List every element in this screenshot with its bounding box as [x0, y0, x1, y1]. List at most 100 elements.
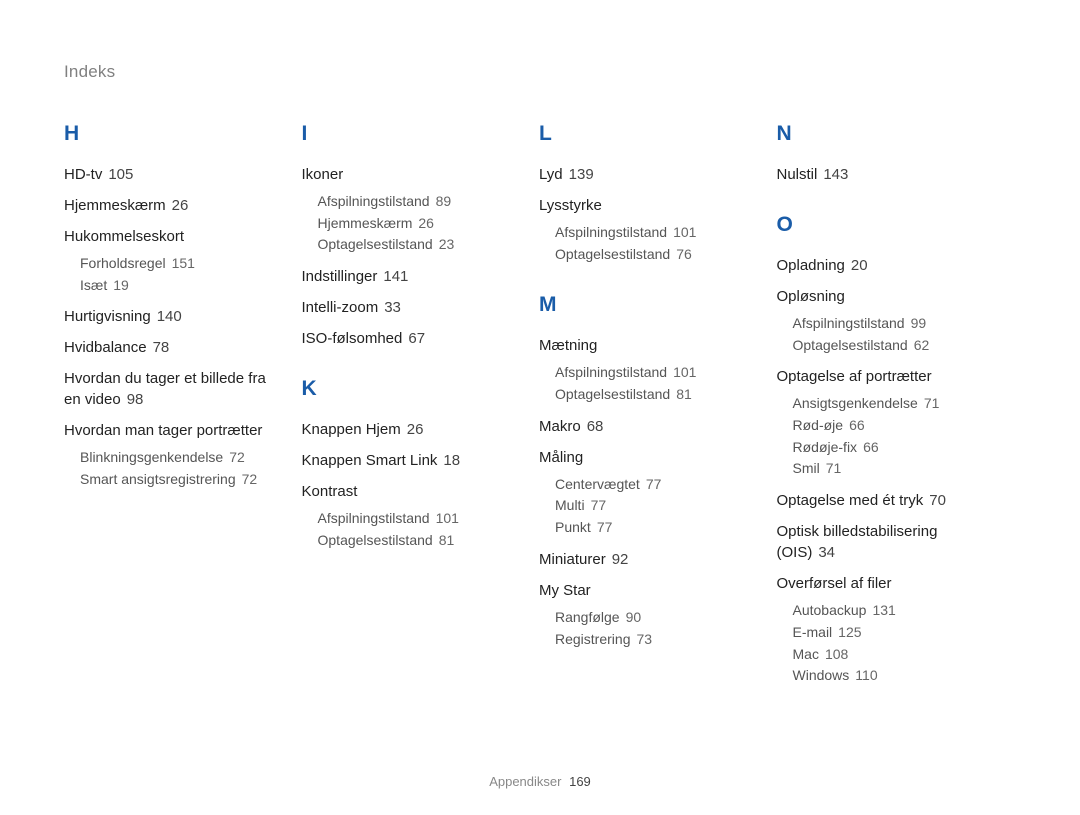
- entry-page: 140: [157, 308, 182, 325]
- index-entry: LysstyrkeAfspilningstilstand101Optagelse…: [539, 195, 759, 265]
- sub-list: Autobackup131E-mail125Mac108Windows110: [777, 600, 997, 687]
- letter-heading: K: [302, 377, 522, 401]
- sub-item: Centervægtet 77: [539, 474, 759, 496]
- index-entry: My StarRangfølge90Registrering73: [539, 580, 759, 650]
- sub-item-text: Rød-øje: [793, 417, 844, 433]
- entry-title-text: ISO-følsomhed: [302, 330, 403, 347]
- entry-title-text: Optagelse af portrætter: [777, 368, 932, 385]
- entry-title: Mætning: [539, 335, 759, 356]
- sub-item-text: Afspilningstilstand: [318, 510, 430, 526]
- sub-item: Mac108: [777, 644, 997, 666]
- sub-item: Multi 77: [539, 495, 759, 517]
- sub-list: Ansigtsgenkendelse71Rød-øje66 Rødøje-fix 6…: [777, 393, 997, 480]
- entry-title-text: My Star: [539, 582, 591, 599]
- entry-title: Hjemmeskærm26: [64, 195, 284, 216]
- sub-item-page: 81: [676, 386, 692, 402]
- sub-item-text: Optagelsestilstand: [318, 236, 433, 252]
- sub-item-page: 77: [646, 476, 662, 492]
- entry-title: Knappen Smart Link18: [302, 450, 522, 471]
- index-entry: Hjemmeskærm26: [64, 195, 284, 216]
- sub-item-text: Optagelsestilstand: [318, 532, 433, 548]
- sub-item-text: Centervægtet: [555, 476, 640, 492]
- sub-item: Punkt 77: [539, 517, 759, 539]
- letter-heading: I: [302, 122, 522, 146]
- entry-title-text: Overførsel af filer: [777, 575, 892, 592]
- entry-title-text: Indstillinger: [302, 268, 378, 285]
- sub-item-text: Smil: [793, 460, 820, 476]
- entry-page: 143: [823, 166, 848, 183]
- index-entry: IkonerAfspilningstilstand89Hjemmeskærm26…: [302, 164, 522, 256]
- sub-item: Optagelsestilstand81: [302, 530, 522, 552]
- sub-item-page: 76: [676, 246, 692, 262]
- entry-title-text: Hurtigvisning: [64, 308, 151, 325]
- entry-title-text: Lysstyrke: [539, 197, 602, 214]
- sub-item-page: 77: [591, 497, 607, 513]
- index-entry: ISO-følsomhed 67: [302, 328, 522, 349]
- sub-item-text: Optagelsestilstand: [793, 337, 908, 353]
- index-column: LLyd139LysstyrkeAfspilningstilstand101Op…: [539, 122, 777, 697]
- sub-item-text: Windows: [793, 667, 850, 683]
- sub-item-text: Hjemmeskærm: [318, 215, 413, 231]
- sub-item: Ansigtsgenkendelse71: [777, 393, 997, 415]
- index-entry: Optisk billedstabilisering (OIS)34: [777, 521, 997, 563]
- index-entry: KontrastAfspilningstilstand101Optagelses…: [302, 481, 522, 551]
- entry-title-text: Hvordan du tager et billede fra en video: [64, 370, 266, 408]
- entry-title: Måling: [539, 447, 759, 468]
- entry-title-text: Opløsning: [777, 288, 845, 305]
- entry-title: Optagelse med ét tryk70: [777, 490, 997, 511]
- entry-page: 78: [153, 339, 170, 356]
- entry-page: 105: [108, 166, 133, 183]
- entry-title-text: Hjemmeskærm: [64, 197, 166, 214]
- sub-item-text: Optagelsestilstand: [555, 246, 670, 262]
- sub-item-text: Rødøje-fix: [793, 439, 858, 455]
- sub-item-page: 89: [436, 193, 452, 209]
- sub-item-page: 72: [229, 449, 245, 465]
- entry-page: 68: [587, 418, 604, 435]
- sub-item-page: 90: [626, 609, 642, 625]
- sub-item-page: 26: [418, 215, 434, 231]
- sub-item-text: Forholdsregel: [80, 255, 166, 271]
- sub-item: Smart ansigtsregistrering72: [64, 469, 284, 491]
- sub-item-page: 131: [872, 602, 895, 618]
- entry-page: 34: [818, 544, 835, 561]
- footer-section: Appendikser: [489, 774, 561, 789]
- index-page: Indeks HHD-tv105Hjemmeskærm26Hukommelses…: [0, 0, 1080, 697]
- entry-title-text: Knappen Smart Link: [302, 452, 438, 469]
- entry-page: 67: [408, 330, 425, 347]
- entry-title-text: Nulstil: [777, 166, 818, 183]
- entry-title: Indstillinger141: [302, 266, 522, 287]
- sub-item-text: Multi: [555, 497, 585, 513]
- entry-title: Knappen Hjem26: [302, 419, 522, 440]
- entry-page: 26: [407, 421, 424, 438]
- entry-title-text: Hvordan man tager portrætter: [64, 422, 262, 439]
- sub-item-page: 66: [863, 439, 879, 455]
- sub-item-page: 23: [439, 236, 455, 252]
- entry-title: Hvordan du tager et billede fra en video…: [64, 368, 284, 410]
- sub-item: Hjemmeskærm 26: [302, 213, 522, 235]
- sub-item: Optagelsestilstand 62: [777, 335, 997, 357]
- sub-item: E-mail125: [777, 622, 997, 644]
- index-entry: Hvordan man tager portrætter Blinkningsge…: [64, 420, 284, 490]
- sub-item-text: Registrering: [555, 631, 630, 647]
- entry-page: 98: [127, 391, 144, 408]
- index-column: HHD-tv105Hjemmeskærm26HukommelseskortFor…: [64, 122, 302, 697]
- index-entry: HD-tv105: [64, 164, 284, 185]
- entry-page: 92: [612, 551, 629, 568]
- sub-item: Rødøje-fix 66: [777, 437, 997, 459]
- sub-item-page: 62: [914, 337, 930, 353]
- sub-item-page: 101: [436, 510, 459, 526]
- entry-title: Opløsning: [777, 286, 997, 307]
- sub-item: Afspilningstilstand99: [777, 313, 997, 335]
- index-column: IIkonerAfspilningstilstand89Hjemmeskærm2…: [302, 122, 540, 697]
- sub-list: Blinkningsgenkendelse72Smart ansigtsregi…: [64, 447, 284, 490]
- sub-item: Windows110: [777, 665, 997, 687]
- page-header: Indeks: [64, 62, 1014, 82]
- entry-title: Makro68: [539, 416, 759, 437]
- entry-title-text: Opladning: [777, 257, 845, 274]
- sub-item: Rød-øje66: [777, 415, 997, 437]
- entry-title: Opladning20: [777, 255, 997, 276]
- sub-item-text: Punkt: [555, 519, 591, 535]
- sub-list: Afspilningstilstand101Optagelsestilstand…: [302, 508, 522, 551]
- entry-title: Kontrast: [302, 481, 522, 502]
- sub-item-page: 77: [597, 519, 613, 535]
